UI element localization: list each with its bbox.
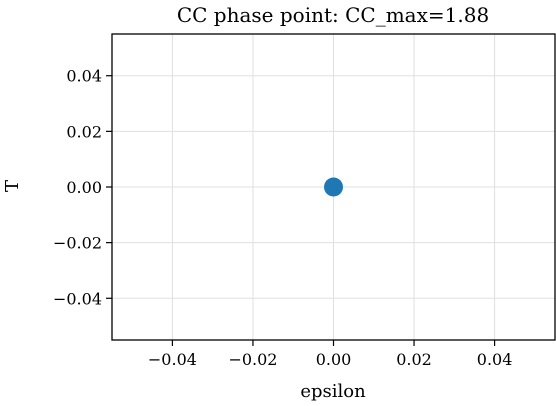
x-tick-label: −0.02 [228,350,277,369]
chart-title: CC phase point: CC_max=1.88 [177,3,489,27]
y-tick-label: −0.04 [53,289,102,308]
y-tick-label: −0.02 [53,234,102,253]
y-tick-label: 0.02 [66,122,102,141]
y-axis-label: T [2,180,23,192]
data-points [324,177,343,197]
y-axis-ticks: −0.04 −0.02 0.00 0.02 0.04 [53,67,112,308]
data-point [324,177,343,197]
x-tick-label: −0.04 [148,350,197,369]
x-tick-label: 0.02 [396,350,432,369]
x-axis-label: epsilon [300,381,366,402]
x-tick-label: 0.04 [477,350,513,369]
y-tick-label: 0.04 [66,67,102,86]
x-tick-label: 0.00 [316,350,352,369]
grid [112,34,555,340]
x-axis-ticks: −0.04 −0.02 0.00 0.02 0.04 [148,340,513,369]
y-tick-label: 0.00 [66,178,102,197]
